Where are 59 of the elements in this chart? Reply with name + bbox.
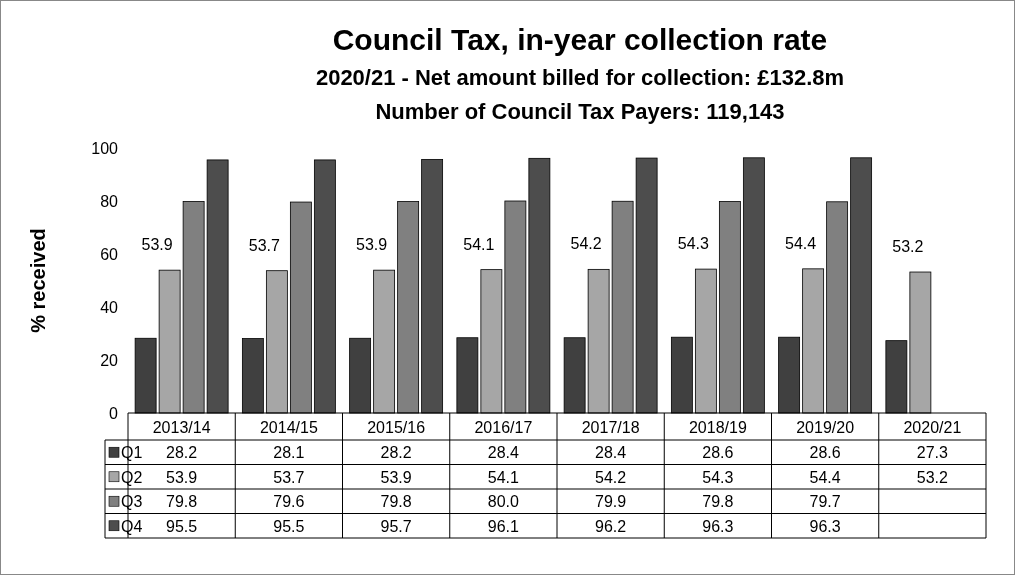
data-label: 79.8: [380, 493, 412, 511]
y-tick-label: 80: [100, 192, 119, 210]
x-tick-label: 2014/15: [259, 419, 318, 436]
data-label: 79.8: [702, 493, 734, 511]
annotation: 53.7: [248, 236, 281, 254]
legend-label: Q3: [121, 493, 143, 511]
data-label: 28.2: [166, 444, 198, 462]
legend-label: Q1: [121, 444, 143, 462]
data-label: 54.4: [809, 468, 841, 486]
annotation: 53.9: [356, 236, 388, 254]
data-label: 53.9: [166, 468, 198, 486]
data-label: 53.9: [380, 468, 412, 486]
data-label: 28.1: [273, 444, 305, 462]
data-label: 95.5: [273, 517, 305, 535]
data-label: 53.7: [273, 468, 305, 486]
data-label: 79.8: [166, 493, 198, 511]
y-tick-label: 20: [100, 351, 119, 369]
x-tick-label: 2018/19: [688, 419, 747, 436]
data-label: 28.2: [380, 444, 412, 462]
data-label: 54.1: [487, 468, 520, 486]
y-tick-label: 100: [91, 139, 119, 157]
annotation: 54.3: [677, 235, 710, 253]
data-label: 95.7: [380, 517, 412, 535]
annotation: 54.2: [570, 235, 602, 253]
data-label: 96.2: [595, 517, 627, 535]
x-tick-label: 2015/16: [367, 419, 426, 436]
x-tick-label: 2016/17: [474, 419, 533, 436]
data-label: 54.2: [595, 468, 627, 486]
data-label: 27.3: [916, 444, 949, 462]
y-tick-label: 0: [109, 404, 119, 422]
data-label: 95.5: [166, 517, 198, 535]
y-axis-title: % received: [27, 228, 49, 333]
data-label: 54.3: [702, 468, 734, 486]
y-tick-label: 60: [100, 245, 119, 263]
chart-subtitle: 2020/21 - Net amount billed for collection: £132.8m Number of Council Tax Payers: 119,143: [315, 65, 845, 124]
data-label: 96.1: [487, 517, 520, 535]
data-label: 79.7: [809, 493, 841, 511]
x-tick-label: 2019/20: [796, 419, 855, 436]
data-label: 79.9: [595, 493, 627, 511]
y-tick-label: 40: [100, 298, 119, 316]
x-tick-label: 2020/21: [903, 419, 962, 436]
data-label: 28.6: [702, 444, 734, 462]
data-label: 96.3: [702, 517, 734, 535]
data-label: 28.4: [595, 444, 627, 462]
annotation: 54.1: [463, 235, 495, 253]
data-label: 28.6: [809, 444, 841, 462]
data-label: 28.4: [487, 444, 520, 462]
legend-label: Q2: [121, 468, 143, 486]
x-tick-label: 2013/14: [152, 419, 211, 436]
chart-title: Council Tax, in-year collection rate: [332, 23, 828, 56]
annotation: 53.2: [892, 238, 924, 256]
data-label: 79.6: [273, 493, 305, 511]
data-label: 53.2: [916, 468, 949, 486]
annotation: 53.9: [141, 236, 173, 254]
data-label: 96.3: [809, 517, 841, 535]
annotation: 54.4: [785, 234, 817, 252]
legend-label: Q4: [121, 517, 143, 535]
x-tick-label: 2017/18: [581, 419, 640, 436]
data-label: 80.0: [487, 493, 520, 511]
